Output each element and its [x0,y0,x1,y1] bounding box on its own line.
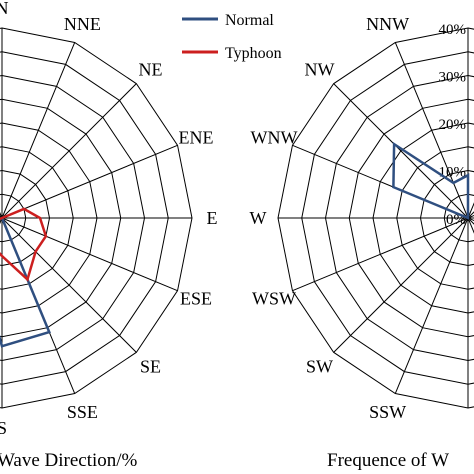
grid-spoke [394,42,469,219]
direction-label-nnw: NNW [366,14,409,34]
grid-spoke [333,83,469,219]
grid-spoke [1,217,178,292]
radar-chart-left: N NNE NE ENE E ESE SE SSE S [0,0,218,438]
grid-spoke [467,217,474,234]
grid-spoke [1,217,137,353]
caption-left: Wave Direction/% [0,450,138,471]
tick-label: 40% [439,22,467,38]
grid-spoke [1,144,178,219]
direction-label-sw: SW [306,356,333,376]
caption-right: Frequence of W [327,450,449,471]
grid-spoke [467,217,474,225]
direction-label-se: SE [140,356,161,376]
direction-label-ne: NE [138,60,162,80]
tick-label: 30% [439,70,467,86]
direction-label-wsw: WSW [252,288,296,308]
grid-spoke [467,217,474,222]
direction-label-sse: SSE [67,402,98,422]
grid-spoke [292,217,469,292]
tick-label: 20% [439,117,467,133]
direction-label-nne: NNE [64,14,101,34]
grid-spoke [1,83,137,219]
grid-spoke [333,217,469,353]
direction-label-ssw: SSW [369,402,406,422]
direction-label-e: E [207,208,218,228]
direction-label-wnw: WNW [250,128,297,148]
legend-label-normal: Normal [225,12,274,29]
direction-label-ese: ESE [180,288,212,308]
direction-label-nw: NW [305,60,335,80]
series-line-typhoon [0,207,48,282]
legend-label-typhoon: Typhoon [225,45,282,62]
grid-spoke [394,217,469,394]
grid-spoke [1,42,76,219]
direction-label-n: N [0,0,9,18]
direction-label-w: W [250,208,267,228]
direction-label-ene: ENE [179,128,214,148]
direction-label-s: S [0,418,7,438]
legend: Normal Typhoon [182,12,282,62]
series-line-normal [392,141,470,220]
series-line-normal [0,216,51,348]
tick-label: 0% [446,212,466,228]
